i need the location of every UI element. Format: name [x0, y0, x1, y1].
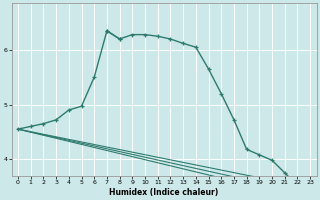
X-axis label: Humidex (Indice chaleur): Humidex (Indice chaleur): [109, 188, 219, 197]
